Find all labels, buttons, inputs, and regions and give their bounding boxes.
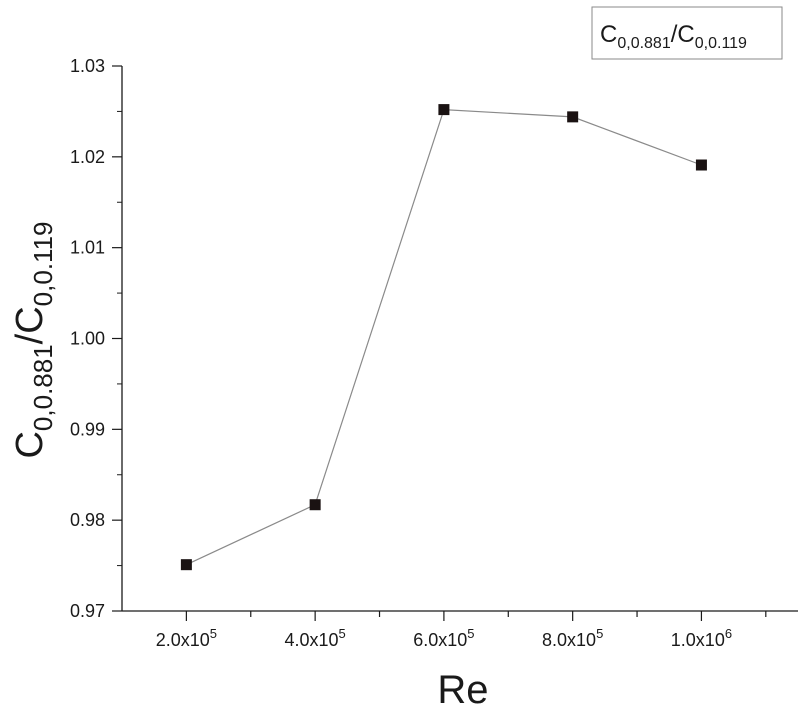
- x-tick-label: 8.0x105: [542, 626, 603, 650]
- data-point: [567, 111, 579, 123]
- legend: C0,0.881/C0,0.119: [591, 6, 783, 60]
- axes: 0.970.980.991.001.011.021.032.0x105 4.0x1…: [70, 56, 798, 650]
- x-tick-mantissa: 6.0x10: [413, 630, 467, 650]
- legend-entry: C0,0.881/C0,0.119: [600, 21, 747, 52]
- data-point: [695, 159, 707, 171]
- y-axis-title-base2: C: [9, 306, 51, 333]
- y-axis-title-base: C: [9, 431, 51, 458]
- x-axis-title: Re: [437, 668, 488, 709]
- x-tick-mantissa: 8.0x10: [542, 630, 596, 650]
- data-point: [438, 104, 450, 116]
- x-tick-label: 2.0x105: [156, 626, 217, 650]
- x-tick-mantissa: 1.0x10: [671, 630, 725, 650]
- y-tick-label: 1.03: [70, 56, 105, 76]
- x-tick-mantissa: 2.0x10: [156, 630, 210, 650]
- legend-base: C: [600, 21, 617, 48]
- y-axis-title: C0,0.881/C0,0.119: [9, 221, 58, 458]
- legend-base2: C: [677, 21, 694, 48]
- y-tick-label: 0.98: [70, 510, 105, 530]
- legend-box: [591, 6, 783, 60]
- legend-sub2: 0,0.119: [695, 35, 747, 52]
- x-tick-mantissa: 4.0x10: [285, 630, 339, 650]
- y-axis-title-sub1: 0,0.881: [28, 344, 58, 431]
- y-tick-label: 0.99: [70, 419, 105, 439]
- y-tick-label: 1.01: [70, 238, 105, 258]
- y-tick-label: 1.00: [70, 329, 105, 349]
- x-tick-label: 6.0x105: [413, 626, 474, 650]
- x-tick-exponent: 5: [339, 626, 346, 641]
- y-axis-title-sub2: 0,0.119: [28, 221, 58, 306]
- data-point: [180, 559, 192, 571]
- x-tick-label: 1.0x106: [671, 626, 732, 650]
- series: [180, 104, 707, 571]
- series-line: [186, 108, 702, 566]
- x-tick-exponent: 6: [725, 626, 732, 641]
- x-tick-label: 4.0x105: [285, 626, 346, 650]
- x-tick-exponent: 5: [596, 626, 603, 641]
- y-axis-title-slash: /: [9, 333, 51, 344]
- x-tick-exponent: 5: [210, 626, 217, 641]
- legend-slash: /: [671, 21, 678, 48]
- data-point: [309, 499, 321, 511]
- y-tick-label: 1.02: [70, 147, 105, 167]
- x-tick-exponent: 5: [467, 626, 474, 641]
- y-tick-label: 0.97: [70, 601, 105, 621]
- legend-sub1: 0,0.881: [617, 35, 670, 52]
